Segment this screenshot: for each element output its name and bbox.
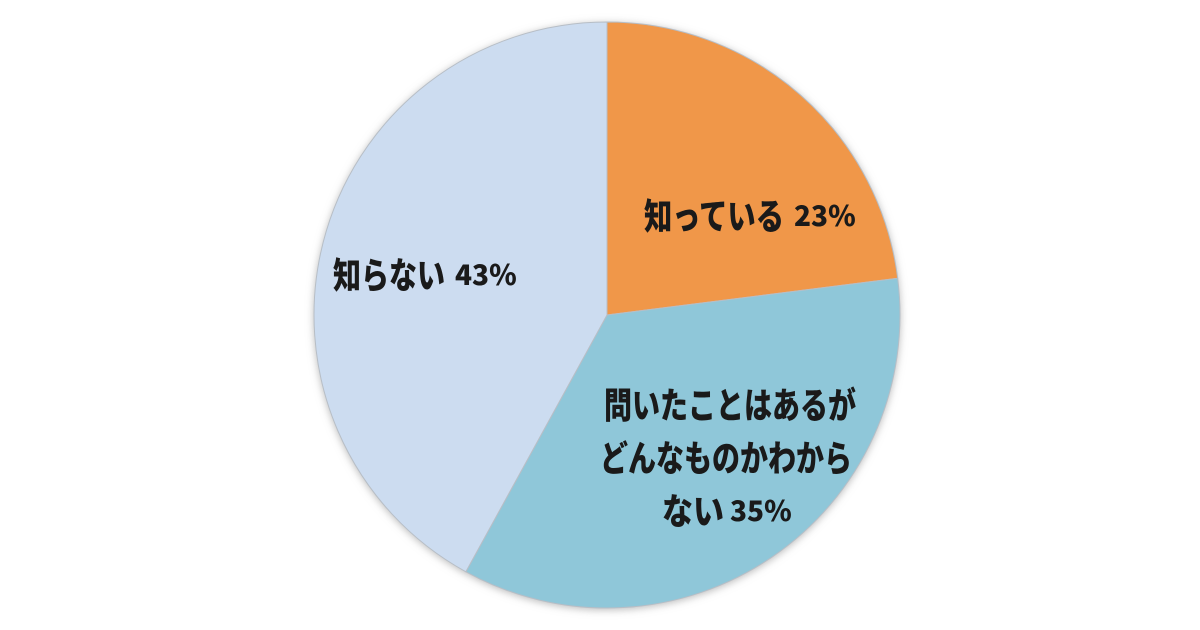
svg-text:ない: ない — [662, 483, 724, 535]
svg-text:知っている: 知っている — [644, 188, 784, 240]
svg-text:35%: 35% — [730, 490, 792, 530]
svg-text:43%: 43% — [455, 254, 517, 294]
svg-text:どんなものかわから: どんなものかわから — [600, 430, 852, 482]
svg-text:問いたことはあるが: 問いたことはあるが — [604, 377, 856, 429]
svg-text:23%: 23% — [794, 195, 856, 235]
svg-text:知らない: 知らない — [333, 247, 445, 299]
